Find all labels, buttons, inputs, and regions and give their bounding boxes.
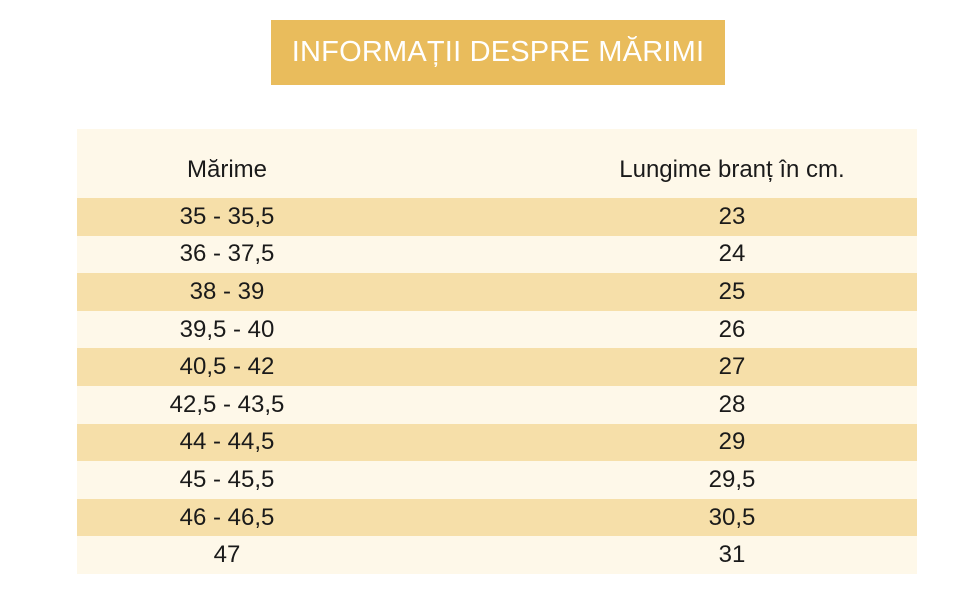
length-cell: 27 [718,353,746,381]
table-header-row: Mărime Lungime branț în cm. [77,129,917,198]
page-title: INFORMAȚII DESPRE MĂRIMI [291,36,705,68]
table-row: 40,5 - 42 27 [77,348,917,386]
length-cell: 28 [718,390,746,418]
size-cell: 46 - 46,5 [179,503,275,531]
table-row: 39,5 - 40 26 [77,310,917,349]
size-cell: 39,5 - 40 [179,315,275,343]
table-row: 35 - 35,5 23 [77,198,917,236]
size-table: Mărime Lungime branț în cm. 35 - 35,5 23 3… [77,129,917,574]
size-cell: 40,5 - 42 [179,353,275,381]
length-cell: 29,5 [708,465,756,493]
table-row: 45 - 45,5 29,5 [77,461,917,499]
length-cell: 26 [718,315,746,343]
table-row: 36 - 37,5 24 [77,235,917,274]
size-cell: 47 [213,541,241,569]
table-row: 46 - 46,5 30,5 [77,498,917,537]
length-cell: 30,5 [708,503,756,531]
size-cell: 38 - 39 [189,277,265,305]
length-cell: 31 [718,541,746,569]
length-cell: 29 [718,428,746,456]
header-size: Mărime [186,155,267,183]
size-cell: 42,5 - 43,5 [169,390,285,418]
table-row: 47 31 [77,536,917,574]
header-insole-length: Lungime branț în cm. [619,155,845,183]
table-row: 42,5 - 43,5 28 [77,386,917,424]
length-cell: 23 [718,202,746,230]
size-cell: 36 - 37,5 [179,240,275,268]
table-row: 44 - 44,5 29 [77,423,917,462]
title-banner: INFORMAȚII DESPRE MĂRIMI [271,20,725,85]
size-cell: 44 - 44,5 [179,428,275,456]
length-cell: 24 [718,240,746,268]
size-cell: 35 - 35,5 [179,202,275,230]
size-cell: 45 - 45,5 [179,465,275,493]
table-row: 38 - 39 25 [77,273,917,311]
length-cell: 25 [718,277,746,305]
